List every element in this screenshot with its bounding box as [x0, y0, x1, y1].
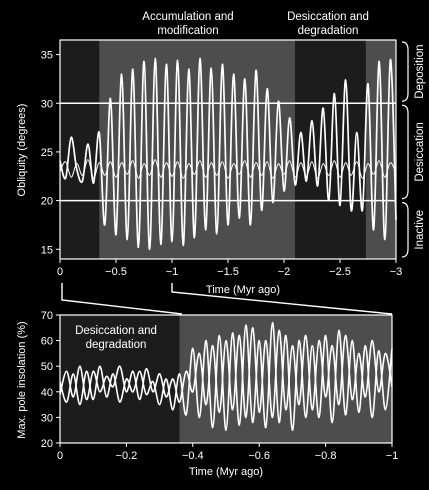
y-tick-label-1-0: 20	[41, 438, 53, 450]
insolation-series	[59, 321, 393, 432]
regime-bracket-1	[401, 104, 409, 200]
x-tick-label-1-1: −0.2	[116, 450, 138, 462]
zoom-connector-left	[61, 283, 183, 315]
annotation-desiccation-top-line2: degradation	[298, 25, 359, 37]
regime-brackets: Deposition Desiccation Inactive	[401, 41, 426, 258]
shaded-period-1-0	[60, 315, 180, 443]
y-tick-label-0-4: 35	[41, 50, 53, 62]
x-tick-label-0-0: 0	[57, 266, 63, 278]
obliquity-y-ticks: 15 20 25 30 35	[41, 50, 60, 256]
insolation-shaded-periods	[60, 315, 392, 443]
x-tick-label-0-2: −1	[166, 266, 179, 278]
x-tick-label-0-3: −1.5	[217, 266, 239, 278]
y-tick-label-1-4: 60	[41, 336, 53, 348]
series-line-1-1	[59, 326, 393, 419]
x-tick-label-0-1: −0.5	[105, 266, 127, 278]
x-tick-label-0-4: −2	[278, 266, 291, 278]
zoom-connector	[61, 283, 393, 315]
zoom-connector-right	[171, 283, 393, 315]
y-tick-label-1-2: 40	[41, 387, 53, 399]
y-tick-label-0-0: 15	[41, 244, 53, 256]
y-tick-label-1-5: 70	[41, 310, 53, 322]
series-line-0-1	[59, 159, 397, 179]
obliquity-shaded-periods	[60, 40, 396, 259]
x-tick-label-0-5: −2.5	[329, 266, 351, 278]
obliquity-y-axis-label: Obliquity (degrees)	[16, 104, 28, 197]
y-tick-label-0-2: 25	[41, 147, 53, 159]
insolation-y-ticks: 20 30 40 50 60 70	[41, 310, 60, 450]
obliquity-x-ticks: 0 −0.5 −1 −1.5 −2 −2.5 −3	[57, 259, 402, 278]
regime-label-deposition: Deposition	[414, 44, 426, 98]
regime-label-desiccation: Desiccation	[414, 122, 426, 181]
regime-bracket-2	[401, 202, 409, 258]
insolation-y-axis-label: Max. pole insolation (%)	[16, 321, 28, 438]
shaded-period-0-0	[60, 40, 100, 259]
x-tick-label-0-6: −3	[390, 266, 403, 278]
regime-bracket-0	[401, 41, 409, 102]
annotation-desiccation-bottom-line1: Desiccation and	[75, 325, 157, 337]
insolation-plot-frame	[59, 314, 393, 444]
insolation-panel: 0 −0.2 −0.4 −0.6 −0.8 −1 20 30 40 50 60 70 Max. po…	[16, 310, 398, 478]
y-tick-label-0-3: 30	[41, 98, 53, 110]
obliquity-x-axis-label: Time (Myr ago)	[206, 284, 280, 296]
annotation-desiccation-top-line1: Desiccation and	[287, 11, 369, 23]
obliquity-series	[59, 57, 397, 251]
annotation-desiccation-bottom-line2: degradation	[86, 339, 147, 351]
y-tick-label-1-1: 30	[41, 412, 53, 424]
x-tick-label-1-0: 0	[57, 450, 63, 462]
series-line-0-0	[59, 57, 397, 251]
y-tick-label-1-3: 50	[41, 361, 53, 373]
y-tick-label-0-1: 20	[41, 196, 53, 208]
annotation-accumulation-line2: modification	[157, 25, 218, 37]
shaded-period-0-2	[295, 40, 366, 259]
regime-label-inactive: Inactive	[414, 210, 426, 250]
x-tick-label-1-5: −1	[386, 450, 399, 462]
x-tick-label-1-3: −0.6	[248, 450, 270, 462]
obliquity-panel: 0 −0.5 −1 −1.5 −2 −2.5 −3 15 20 25 30 35 Obliquity…	[16, 11, 426, 296]
annotation-accumulation-line1: Accumulation and	[142, 11, 233, 23]
x-tick-label-1-4: −0.8	[315, 450, 337, 462]
insolation-x-ticks: 0 −0.2 −0.4 −0.6 −0.8 −1	[57, 443, 398, 462]
series-line-1-0	[59, 321, 393, 432]
insolation-x-axis-label: Time (Myr ago)	[189, 466, 263, 478]
x-tick-label-1-2: −0.4	[182, 450, 204, 462]
